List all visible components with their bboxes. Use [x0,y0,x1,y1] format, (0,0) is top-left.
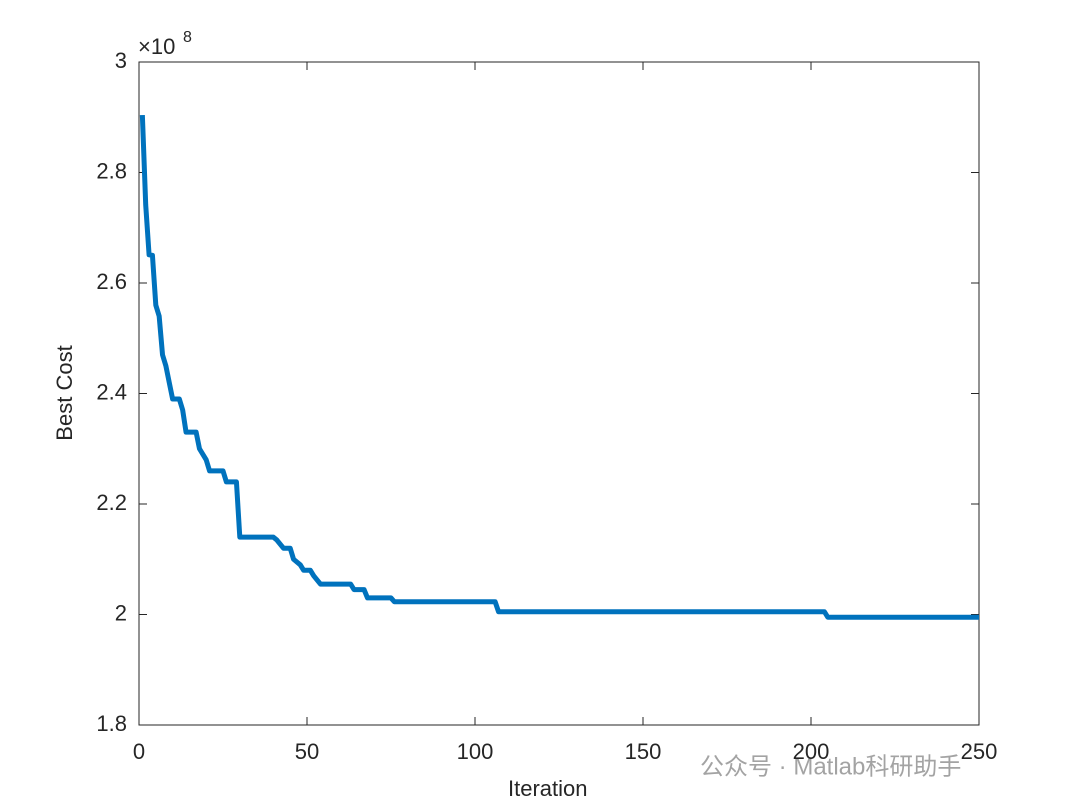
y-tick-label: 2.8 [96,158,127,183]
watermark: 公众号 · Matlab科研助手 [700,753,961,780]
x-tick-label: 250 [961,739,998,764]
y-exponent: 8 [183,29,192,46]
y-tick-label: 2 [115,600,127,625]
x-axis-label: Iteration [508,776,588,801]
x-tick-label: 50 [295,739,319,764]
axes-box [138,61,980,726]
y-tick-label: 2.2 [96,490,127,515]
y-tick-label: 2.6 [96,269,127,294]
y-tick-label: 1.8 [96,711,127,736]
x-tick-label: 150 [625,739,662,764]
y-tick-label: 3 [115,48,127,73]
y-multiplier: ×10 [138,34,175,59]
data-line [139,114,979,620]
x-tick-label: 0 [133,739,145,764]
x-tick-label: 100 [457,739,494,764]
y-axis-label: Best Cost [52,345,77,440]
x-tick-label: 200 [793,739,830,764]
y-tick-label: 2.4 [96,379,127,404]
